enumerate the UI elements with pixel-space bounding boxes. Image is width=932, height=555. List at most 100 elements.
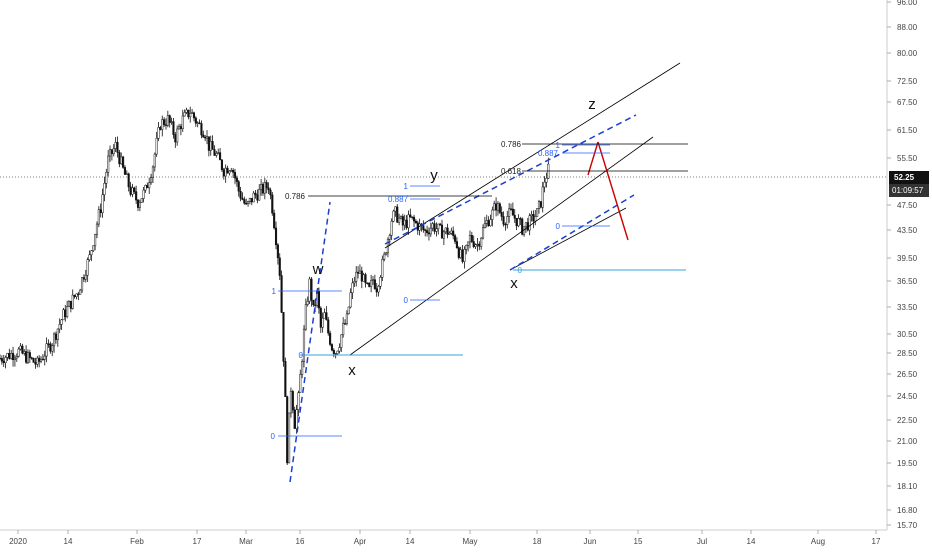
candle-body: [450, 230, 453, 234]
candle-body: [192, 112, 196, 119]
candle-body: [252, 192, 255, 203]
candle-body: [457, 247, 460, 258]
candle-body: [23, 351, 26, 354]
candle-body: [349, 292, 352, 308]
candle-body: [455, 241, 458, 248]
candle-body: [62, 309, 65, 321]
candle-body: [532, 214, 535, 222]
dashed-channel-lower-line: [509, 194, 635, 271]
y-tick-label: 16.80: [897, 506, 918, 515]
candle-body: [396, 206, 399, 223]
candle-body: [166, 115, 169, 126]
candle-body: [179, 126, 182, 129]
candle-body: [39, 358, 43, 362]
y-tick-label: 21.00: [897, 437, 918, 446]
candle-body: [260, 184, 263, 190]
candle-body: [504, 223, 507, 226]
candle-body: [71, 294, 74, 309]
candle-body: [416, 222, 419, 231]
y-tick-label: 15.70: [897, 521, 918, 530]
candle-body: [355, 271, 358, 282]
x-axis[interactable]: 2020 14 Feb 17 Mar 16 Apr 14 May 18 Jun 15 Jul 14 Aug 1…: [0, 529, 887, 546]
candle-body: [246, 201, 250, 204]
candle-body: [293, 409, 296, 429]
candle-body: [424, 229, 427, 231]
candle-body: [217, 152, 220, 154]
candle-body: [84, 274, 87, 280]
x-tick-label: Mar: [239, 537, 253, 546]
candle-body: [452, 230, 455, 236]
y-axis[interactable]: 96.00 88.00 80.00 72.50 67.50 61.50 55.50 47.50…: [886, 0, 929, 530]
candle-body: [164, 124, 168, 126]
candle-body: [509, 208, 513, 210]
candle-body: [198, 122, 201, 124]
candle-body: [248, 197, 251, 202]
candle-body: [204, 136, 207, 139]
candle-body: [429, 227, 432, 235]
candle-body: [138, 202, 141, 208]
fib-label-5: 0.887: [388, 195, 409, 204]
y-tick-label: 55.50: [897, 154, 918, 163]
candle-body: [133, 187, 136, 192]
y-tick-label: 26.50: [897, 370, 918, 379]
candle-body: [394, 206, 397, 212]
projection-down-line: [597, 141, 629, 241]
y-tick-label: 28.50: [897, 349, 918, 358]
candle-body: [271, 194, 274, 214]
candle-body: [114, 142, 117, 149]
candle-body: [515, 218, 518, 227]
candle-body: [232, 170, 235, 173]
candle-body: [360, 270, 363, 282]
candle-body: [472, 241, 475, 247]
candle-body: [19, 345, 22, 350]
candle-body: [6, 353, 9, 358]
candle-body: [508, 208, 511, 217]
fib-label-10: 0.618: [501, 167, 522, 176]
fib-label-4: 1: [404, 182, 409, 191]
y-tick-label: 47.50: [897, 201, 918, 210]
candle-body: [0, 358, 3, 362]
candle-body: [54, 333, 58, 340]
x-tick-label: May: [462, 537, 477, 546]
wave-label-w-0: w: [312, 261, 324, 278]
candle-body: [481, 227, 485, 239]
candle-body: [211, 141, 214, 150]
candle-body: [243, 199, 246, 204]
candle-body: [431, 223, 434, 229]
current-price-label: 52.25: [894, 173, 915, 182]
candle-body: [306, 300, 309, 305]
candle-body: [101, 194, 104, 213]
candle-body: [366, 282, 369, 285]
candle-body: [58, 324, 61, 330]
candle-body: [105, 172, 108, 184]
candles-group: [0, 106, 550, 466]
candle-body: [338, 347, 341, 352]
candle-body: [235, 177, 238, 182]
candle-body: [403, 219, 406, 226]
candle-body: [517, 218, 520, 227]
candle-body: [467, 241, 470, 246]
candle-body: [8, 353, 11, 359]
candle-body: [125, 173, 128, 175]
candle-body: [4, 357, 7, 364]
candle-body: [222, 169, 225, 177]
y-tick-label: 72.50: [897, 77, 918, 86]
candle-body: [28, 352, 31, 358]
candle-body: [487, 220, 490, 227]
candle-body: [53, 333, 56, 347]
candle-body: [280, 275, 283, 313]
candle-body: [108, 149, 112, 157]
wave-label-y-2: y: [430, 167, 438, 184]
candle-body: [254, 192, 257, 196]
candle-body: [541, 186, 544, 208]
candle-body: [237, 181, 240, 192]
candle-body: [319, 307, 322, 328]
candle-body: [2, 360, 5, 364]
candle-body: [73, 294, 76, 297]
candle-body: [362, 274, 365, 282]
candle-body: [310, 278, 313, 301]
y-tick-label: 33.50: [897, 303, 918, 312]
